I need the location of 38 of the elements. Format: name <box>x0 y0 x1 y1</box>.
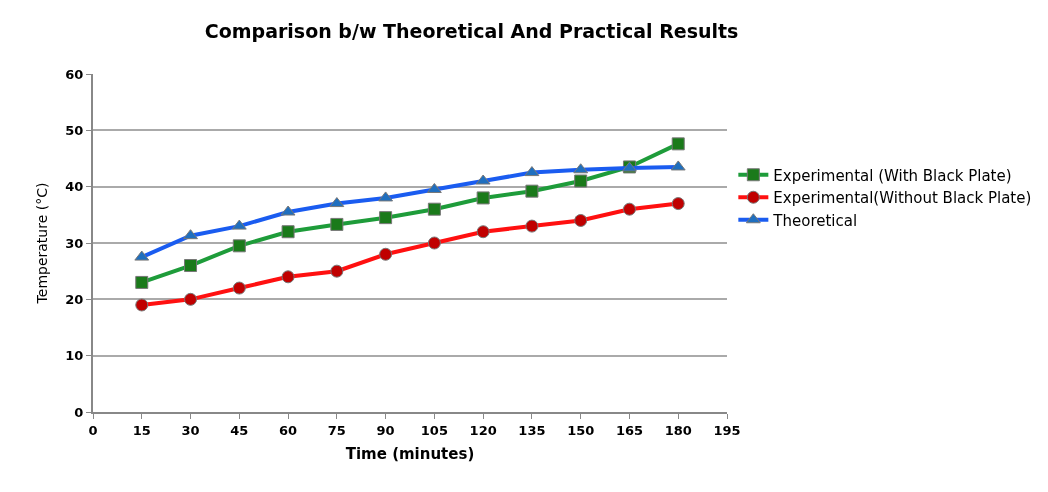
x-tick-label: 60 <box>279 422 298 438</box>
x-tick-label: 180 <box>664 422 692 438</box>
legend-label: Experimental (With Black Plate) <box>773 166 1012 185</box>
x-tick-label: 0 <box>88 422 98 438</box>
y-axis-title: Temperature (°C) <box>34 182 51 305</box>
point <box>525 184 539 198</box>
point <box>135 275 149 289</box>
x-tick-label: 75 <box>327 422 346 438</box>
y-tick-label: 10 <box>65 348 84 364</box>
x-tick-label: 135 <box>518 422 546 438</box>
chart-title: Comparison b/w Theoretical And Practical Results <box>204 19 739 42</box>
y-tick-label: 20 <box>65 291 84 307</box>
x-tick-label: 165 <box>615 422 644 438</box>
y-tick-label: 40 <box>65 179 84 195</box>
point <box>476 191 490 205</box>
point <box>427 202 441 216</box>
y-tick-label: 0 <box>74 404 84 420</box>
y-tick-label: 60 <box>65 66 84 82</box>
x-tick-label: 30 <box>181 422 200 438</box>
y-tick-label: 50 <box>65 122 84 138</box>
x-tick-label: 105 <box>420 422 448 438</box>
point <box>671 137 685 151</box>
point <box>184 259 198 273</box>
legend-label: Experimental(Without Black Plate) <box>773 189 1032 208</box>
point <box>379 211 393 225</box>
x-tick-label: 90 <box>376 422 395 438</box>
x-tick-label: 195 <box>713 422 741 438</box>
point <box>232 239 246 253</box>
point <box>330 217 344 231</box>
legend-label: Theoretical <box>772 211 858 230</box>
y-tick-label: 30 <box>65 235 84 251</box>
x-tick-label: 45 <box>230 422 249 438</box>
point <box>281 225 295 239</box>
x-axis-title: Time (minutes) <box>345 445 475 464</box>
x-tick-label: 120 <box>469 422 497 438</box>
point <box>574 174 588 188</box>
x-tick-label: 15 <box>132 422 151 438</box>
x-tick-label: 150 <box>567 422 595 438</box>
